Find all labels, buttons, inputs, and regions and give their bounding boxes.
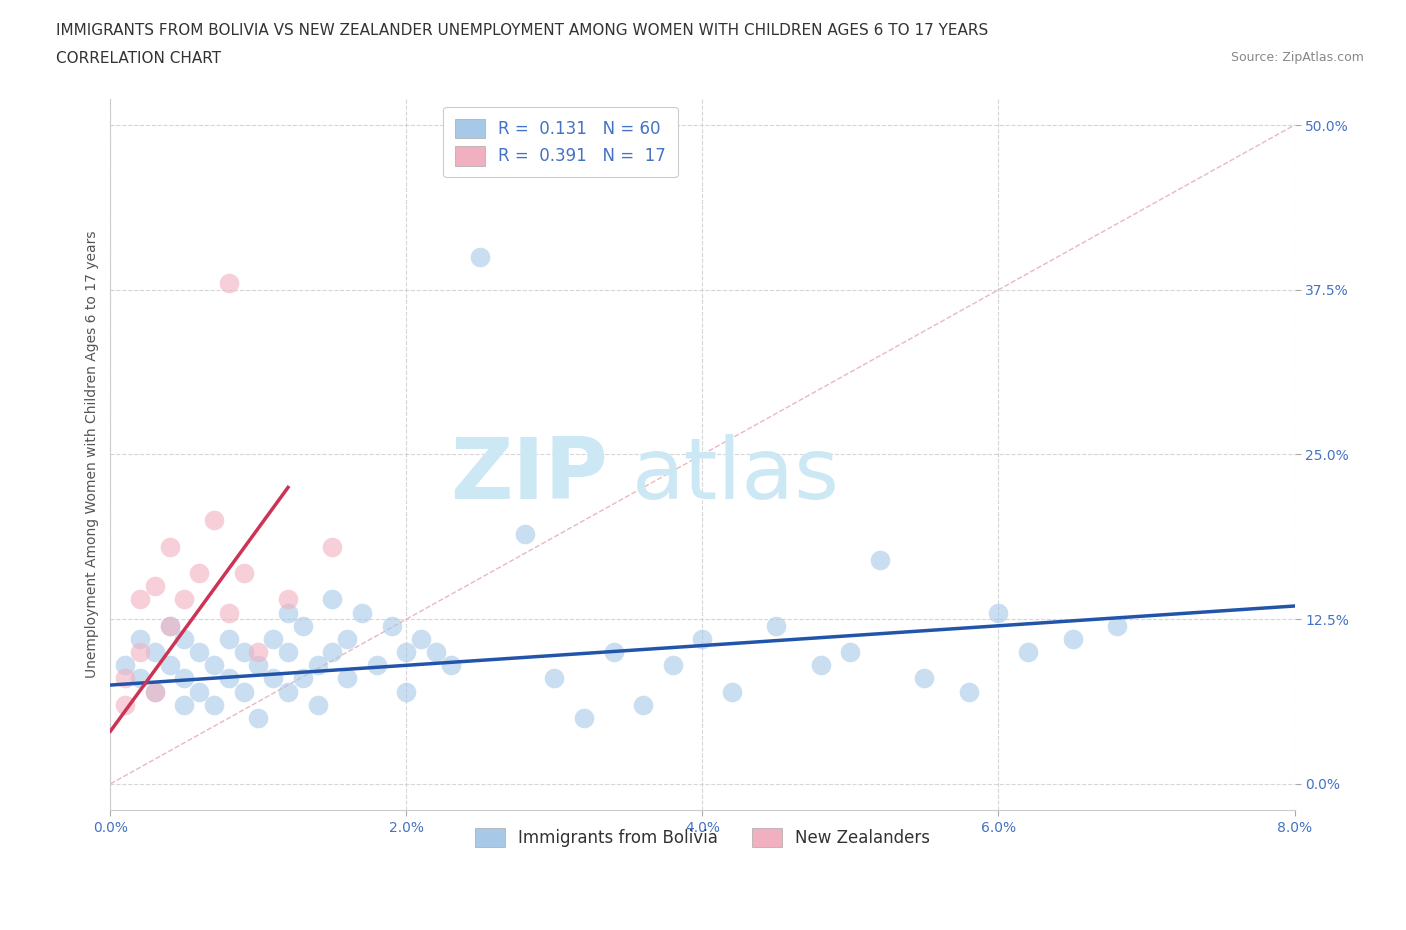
Point (173, 592, 195, 607)
Point (232, 684, 254, 699)
Point (1105, 618, 1128, 633)
Point (307, 658, 329, 672)
Point (411, 631, 433, 646)
Point (765, 618, 787, 633)
Point (247, 711, 270, 725)
Point (869, 552, 891, 567)
Point (129, 592, 152, 607)
Y-axis label: Unemployment Among Women with Children Ages 6 to 17 years: Unemployment Among Women with Children A… (86, 231, 100, 678)
Point (572, 711, 595, 725)
Point (277, 592, 299, 607)
Point (321, 644, 343, 659)
Point (914, 671, 936, 686)
Point (336, 671, 359, 686)
Point (143, 578, 166, 593)
Point (987, 605, 1010, 620)
Point (839, 644, 862, 659)
Point (218, 605, 240, 620)
Point (159, 539, 181, 554)
Point (336, 631, 359, 646)
Point (1062, 631, 1084, 646)
Point (202, 658, 225, 672)
Point (129, 644, 152, 659)
Point (633, 698, 655, 712)
Point (470, 249, 492, 264)
Point (321, 592, 343, 607)
Point (188, 644, 211, 659)
Point (440, 658, 463, 672)
Text: Source: ZipAtlas.com: Source: ZipAtlas.com (1230, 51, 1364, 64)
Point (173, 671, 195, 686)
Point (159, 618, 181, 633)
Point (247, 658, 270, 672)
Point (513, 526, 536, 541)
Point (692, 631, 714, 646)
Point (662, 658, 685, 672)
Point (232, 644, 254, 659)
Point (218, 275, 240, 290)
Point (143, 684, 166, 699)
Point (543, 671, 565, 686)
Text: ZIP: ZIP (450, 434, 607, 517)
Point (143, 644, 166, 659)
Point (291, 618, 314, 633)
Point (262, 631, 284, 646)
Point (129, 671, 152, 686)
Point (202, 698, 225, 712)
Point (291, 671, 314, 686)
Point (381, 618, 404, 633)
Text: atlas: atlas (631, 434, 839, 517)
Point (721, 684, 744, 699)
Point (1017, 644, 1039, 659)
Point (173, 698, 195, 712)
Point (810, 658, 832, 672)
Point (129, 631, 152, 646)
Point (957, 684, 980, 699)
Point (247, 644, 270, 659)
Point (159, 618, 181, 633)
Point (277, 684, 299, 699)
Point (114, 698, 136, 712)
Point (321, 539, 343, 554)
Point (307, 698, 329, 712)
Point (262, 671, 284, 686)
Point (602, 644, 624, 659)
Point (218, 671, 240, 686)
Point (366, 658, 388, 672)
Point (350, 605, 373, 620)
Text: CORRELATION CHART: CORRELATION CHART (56, 51, 221, 66)
Point (188, 684, 211, 699)
Point (395, 684, 418, 699)
Point (188, 565, 211, 580)
Point (218, 631, 240, 646)
Point (277, 605, 299, 620)
Point (159, 658, 181, 672)
Legend: Immigrants from Bolivia, New Zealanders: Immigrants from Bolivia, New Zealanders (464, 817, 942, 858)
Point (143, 684, 166, 699)
Point (232, 565, 254, 580)
Point (114, 658, 136, 672)
Point (173, 631, 195, 646)
Point (202, 513, 225, 528)
Point (277, 644, 299, 659)
Text: IMMIGRANTS FROM BOLIVIA VS NEW ZEALANDER UNEMPLOYMENT AMONG WOMEN WITH CHILDREN : IMMIGRANTS FROM BOLIVIA VS NEW ZEALANDER… (56, 23, 988, 38)
Point (425, 644, 447, 659)
Point (114, 671, 136, 686)
Point (395, 644, 418, 659)
